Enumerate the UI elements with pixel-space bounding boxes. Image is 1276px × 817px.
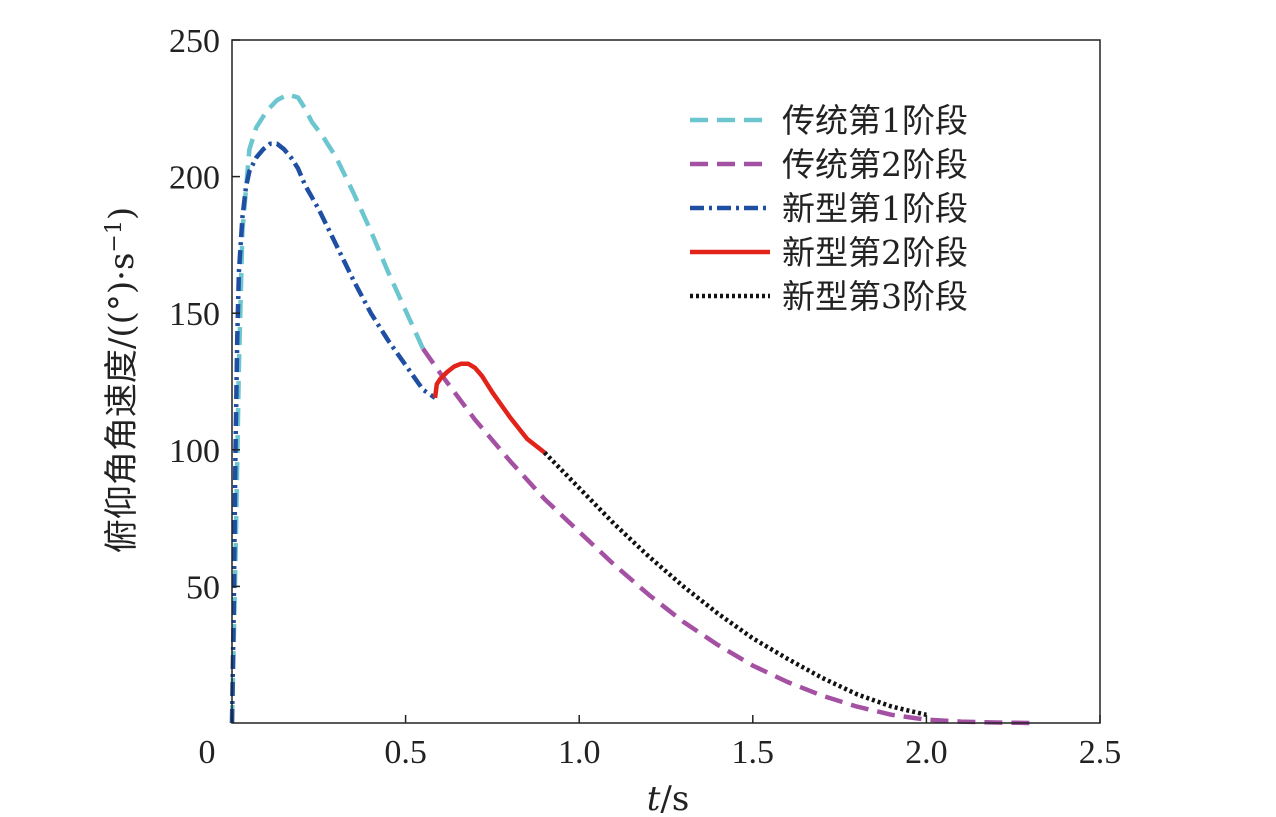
y-axis: 50 100 150 200 250 (169, 23, 240, 606)
y-tick-label: 100 (169, 433, 220, 470)
chart-curves (229, 92, 1031, 726)
series-line-5 (542, 450, 927, 717)
x-tick-label: 1.0 (558, 734, 601, 771)
x-axis-label-unit: /s (660, 779, 689, 817)
series-line-3 (229, 141, 437, 724)
y-axis-label-sup: −1 (102, 220, 127, 252)
y-tick-label: 250 (169, 23, 220, 60)
x-tick-label: 2.0 (905, 734, 948, 771)
x-tick-label: 0 (199, 734, 216, 771)
y-axis-label: 俯仰角角速度/((°)·s−1) (102, 207, 143, 553)
series-line-1 (229, 92, 426, 724)
y-axis-label-close: ) (102, 207, 142, 220)
y-tick-label: 200 (169, 160, 220, 197)
x-axis-label: t/s (647, 779, 690, 817)
legend-label-1: 传统第1阶段 (782, 101, 968, 140)
x-tick-label: 0.5 (384, 734, 427, 771)
x-tick-label: 1.5 (732, 734, 775, 771)
legend-label-5: 新型第3阶段 (782, 277, 968, 316)
legend-label-3: 新型第1阶段 (782, 189, 968, 228)
y-axis-label-main: 俯仰角角速度/((°)·s (102, 253, 142, 554)
x-tick-label: 2.5 (1079, 734, 1122, 771)
x-axis-label-var: t (647, 779, 661, 817)
series-line-4 (432, 361, 546, 455)
plot-frame (231, 39, 1101, 724)
legend-label-2: 传统第2阶段 (782, 145, 968, 184)
x-axis: 0 0.5 1.0 1.5 2.0 2.5 (199, 715, 1122, 771)
y-tick-label: 50 (186, 569, 220, 606)
y-tick-label: 150 (169, 296, 220, 333)
legend-label-4: 新型第2阶段 (782, 233, 968, 272)
series-line-2 (421, 347, 1031, 726)
